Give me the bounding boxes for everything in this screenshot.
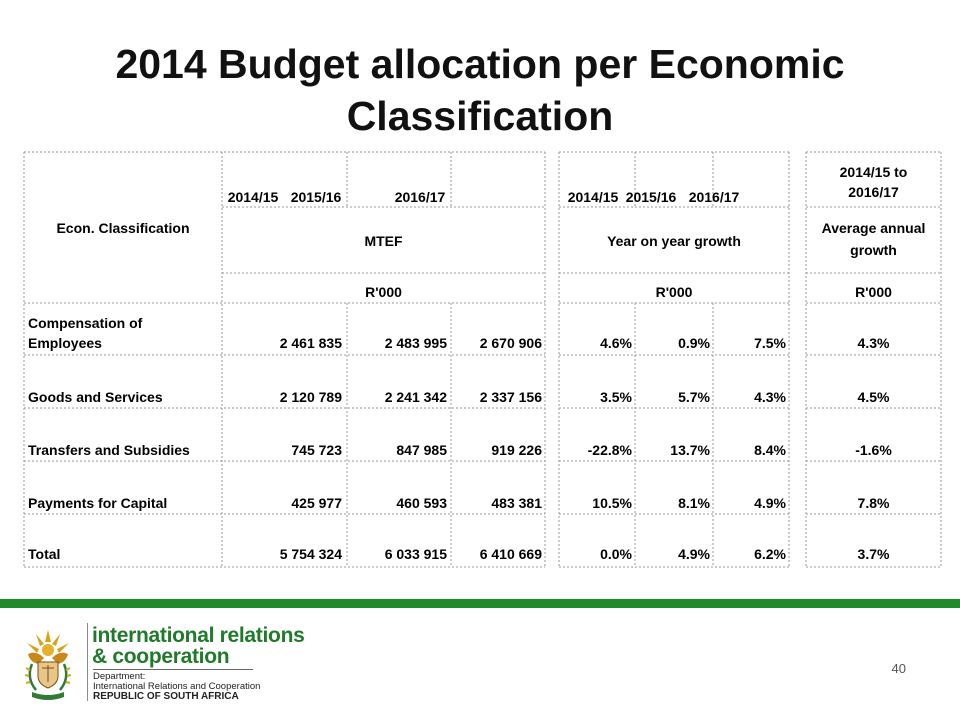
header-growth-year-3: 2016/17	[688, 189, 740, 205]
row-value-2016: 6 410 669	[479, 546, 542, 562]
row-growth-2015: 5.7%	[678, 389, 710, 405]
row-value-2015: 847 985	[396, 442, 447, 458]
header-growth-year-1: 2014/15	[567, 189, 619, 205]
row-value-2014: 2 461 835	[279, 335, 342, 351]
row-growth-2016: 4.3%	[754, 389, 786, 405]
row-growth-2014: 4.6%	[600, 335, 632, 351]
row-value-2015: 6 033 915	[384, 546, 447, 562]
title-line-2: Classification	[346, 93, 614, 139]
header-mtef-year-3: 2016/17	[394, 189, 446, 205]
row-value-2016: 2 670 906	[479, 335, 542, 351]
row-growth-2015: 0.9%	[678, 335, 710, 351]
row-avg-growth: -1.6%	[855, 442, 892, 458]
row-avg-growth: 7.8%	[857, 495, 890, 511]
row-avg-growth: 4.5%	[857, 389, 890, 405]
row-growth-2014: 10.5%	[592, 495, 632, 511]
coat-of-arms-icon	[24, 630, 72, 700]
header-avg-line-1: Average annual	[821, 220, 926, 236]
row-growth-2015: 8.1%	[678, 495, 710, 511]
row-value-2016: 919 226	[491, 442, 542, 458]
header-yoy-growth: Year on year growth	[607, 233, 741, 249]
header-avg-period-line-1: 2014/15 to	[839, 164, 908, 180]
footer-green-bar	[0, 599, 960, 608]
row-value-2014: 2 120 789	[279, 389, 342, 405]
row-growth-2014: 3.5%	[600, 389, 632, 405]
row-value-2015: 2 483 995	[384, 335, 447, 351]
row-growth-2016: 4.9%	[754, 495, 786, 511]
title-line-1: 2014 Budget allocation per Economic	[115, 41, 845, 87]
row-growth-2014: -22.8%	[587, 442, 632, 458]
row-value-2015: 460 593	[396, 495, 447, 511]
row-label: Transfers and Subsidies	[28, 442, 190, 458]
row-growth-2015: 13.7%	[670, 442, 710, 458]
header-mtef-year-1: 2014/15	[227, 189, 279, 205]
page-number: 40	[891, 661, 906, 676]
header-unit-mtef: R'000	[365, 284, 402, 300]
logo-rule	[93, 669, 253, 670]
row-growth-2016: 7.5%	[754, 335, 786, 351]
row-label-line-1: Compensation of	[28, 315, 143, 331]
row-avg-growth: 3.7%	[857, 546, 890, 562]
row-value-2015: 2 241 342	[384, 389, 447, 405]
row-label: Payments for Capital	[28, 495, 168, 511]
row-growth-2014: 0.0%	[600, 546, 632, 562]
dept-line-3: REPUBLIC OF SOUTH AFRICA	[93, 691, 239, 702]
row-value-2016: 483 381	[491, 495, 542, 511]
header-unit-avg: R'000	[855, 284, 892, 300]
row-value-2014: 425 977	[291, 495, 342, 511]
row-growth-2016: 8.4%	[754, 442, 786, 458]
row-value-2016: 2 337 156	[479, 389, 542, 405]
org-name-line-1: international relations	[92, 624, 305, 647]
org-name-line-2: & cooperation	[92, 645, 230, 668]
header-growth-year-2: 2015/16	[625, 189, 677, 205]
dept-line-2: International Relations and Cooperation	[93, 681, 261, 692]
row-label: Total	[28, 546, 61, 562]
logo-divider	[87, 623, 88, 701]
header-classification: Econ. Classification	[56, 220, 190, 236]
row-growth-2015: 4.9%	[678, 546, 710, 562]
row-label: Goods and Services	[28, 389, 163, 405]
row-value-2014: 745 723	[291, 442, 342, 458]
header-unit-yoy: R'000	[655, 284, 693, 300]
dept-line-1: Department:	[93, 671, 146, 682]
row-avg-growth: 4.3%	[857, 335, 890, 351]
header-avg-period-line-2: 2016/17	[848, 184, 899, 200]
header-mtef: MTEF	[364, 233, 403, 249]
row-value-2014: 5 754 324	[279, 546, 342, 562]
row-label: Employees	[28, 335, 102, 351]
header-mtef-year-2: 2015/16	[290, 189, 342, 205]
page-title: 2014 Budget allocation per Economic Clas…	[0, 38, 960, 142]
header-avg-line-2: growth	[850, 242, 897, 258]
row-growth-2016: 6.2%	[754, 546, 786, 562]
